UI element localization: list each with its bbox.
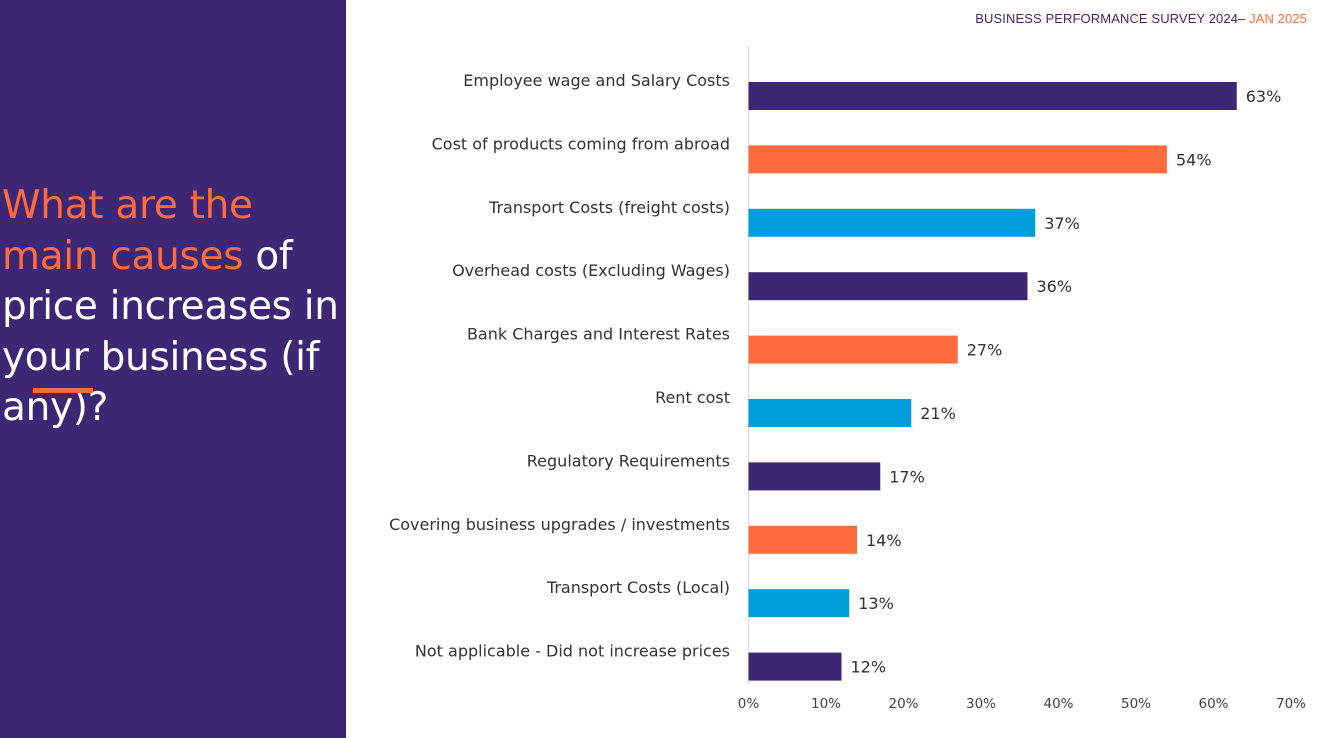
survey-header: BUSINESS PERFORMANCE SURVEY 2024– JAN 20… bbox=[975, 11, 1307, 26]
bar bbox=[748, 82, 1237, 110]
survey-date: JAN 2025 bbox=[1249, 11, 1307, 26]
value-label: 13% bbox=[858, 594, 894, 613]
survey-name: BUSINESS PERFORMANCE SURVEY 2024– bbox=[975, 11, 1250, 26]
category-label: Rent cost bbox=[655, 388, 730, 407]
bar bbox=[748, 399, 912, 427]
value-label: 37% bbox=[1044, 214, 1080, 233]
value-label: 21% bbox=[920, 404, 956, 423]
question-highlight: What are the main causes bbox=[2, 183, 253, 279]
value-label: 14% bbox=[866, 531, 902, 550]
category-label: Transport Costs (freight costs) bbox=[488, 198, 730, 217]
x-tick-label: 10% bbox=[811, 696, 841, 712]
category-label: Covering business upgrades / investments bbox=[389, 515, 730, 534]
value-label: 27% bbox=[967, 341, 1003, 360]
question-rest: of price increases in your business (if … bbox=[2, 233, 339, 431]
category-label: Employee wage and Salary Costs bbox=[463, 71, 730, 90]
question-title: What are the main causes of price increa… bbox=[2, 181, 346, 434]
bar bbox=[748, 462, 881, 491]
x-tick-label: 50% bbox=[1121, 696, 1151, 712]
bar bbox=[748, 145, 1167, 174]
x-tick-label: 60% bbox=[1198, 696, 1228, 712]
x-tick-label: 0% bbox=[738, 696, 760, 712]
x-tick-label: 70% bbox=[1276, 696, 1306, 712]
category-label: Transport Costs (Local) bbox=[546, 578, 730, 597]
category-label: Bank Charges and Interest Rates bbox=[467, 325, 730, 344]
category-label: Regulatory Requirements bbox=[527, 451, 730, 470]
category-label: Not applicable - Did not increase prices bbox=[415, 642, 730, 661]
category-label: Cost of products coming from abroad bbox=[432, 134, 730, 153]
bar bbox=[748, 208, 1036, 237]
value-label: 17% bbox=[889, 467, 925, 486]
title-underline bbox=[33, 388, 93, 393]
value-label: 12% bbox=[851, 658, 887, 677]
bar bbox=[748, 272, 1028, 301]
value-label: 63% bbox=[1246, 87, 1282, 106]
x-tick-label: 40% bbox=[1043, 696, 1073, 712]
value-label: 36% bbox=[1037, 277, 1073, 296]
bar bbox=[748, 589, 850, 618]
x-tick-label: 20% bbox=[888, 696, 918, 712]
bar bbox=[748, 525, 857, 554]
value-label: 54% bbox=[1176, 150, 1212, 169]
category-label: Overhead costs (Excluding Wages) bbox=[452, 261, 730, 280]
x-tick-label: 30% bbox=[966, 696, 996, 712]
question-panel: What are the main causes of price increa… bbox=[0, 0, 346, 738]
bar bbox=[748, 335, 958, 364]
bar bbox=[748, 652, 842, 681]
